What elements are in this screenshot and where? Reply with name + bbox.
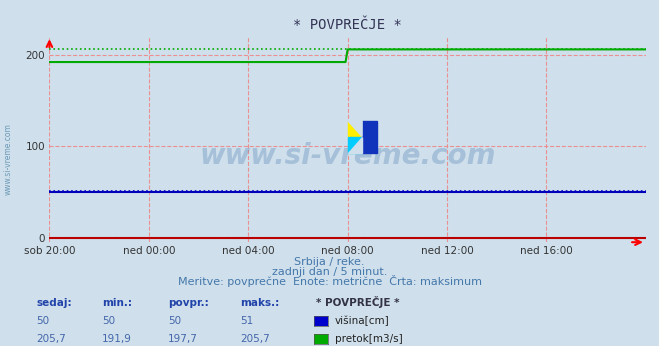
Text: 205,7: 205,7 xyxy=(241,334,270,344)
Polygon shape xyxy=(348,137,362,153)
Text: 50: 50 xyxy=(168,316,181,326)
Text: 197,7: 197,7 xyxy=(168,334,198,344)
Text: * POVPREČJE *: * POVPREČJE * xyxy=(316,296,400,308)
Text: 50: 50 xyxy=(102,316,115,326)
Title: * POVPREČJE *: * POVPREČJE * xyxy=(293,18,402,33)
Text: 50: 50 xyxy=(36,316,49,326)
Text: sedaj:: sedaj: xyxy=(36,298,72,308)
Text: Meritve: povprečne  Enote: metrične  Črta: maksimum: Meritve: povprečne Enote: metrične Črta:… xyxy=(177,275,482,288)
Text: višina[cm]: višina[cm] xyxy=(335,316,389,326)
Text: 205,7: 205,7 xyxy=(36,334,66,344)
Text: 51: 51 xyxy=(241,316,254,326)
Text: 191,9: 191,9 xyxy=(102,334,132,344)
Bar xyxy=(348,120,362,137)
Text: www.si-vreme.com: www.si-vreme.com xyxy=(4,123,13,195)
Text: maks.:: maks.: xyxy=(241,298,280,308)
Text: pretok[m3/s]: pretok[m3/s] xyxy=(335,334,403,344)
Polygon shape xyxy=(348,120,362,137)
Text: www.si-vreme.com: www.si-vreme.com xyxy=(200,142,496,170)
Text: Srbija / reke.: Srbija / reke. xyxy=(295,257,364,267)
Text: zadnji dan / 5 minut.: zadnji dan / 5 minut. xyxy=(272,267,387,277)
Text: povpr.:: povpr.: xyxy=(168,298,209,308)
Text: min.:: min.: xyxy=(102,298,132,308)
Bar xyxy=(348,137,362,153)
Bar xyxy=(362,120,376,153)
